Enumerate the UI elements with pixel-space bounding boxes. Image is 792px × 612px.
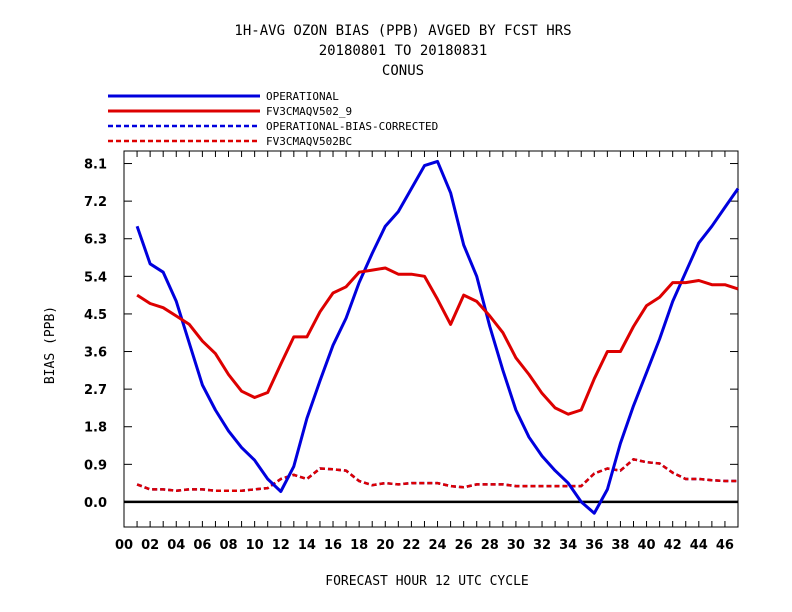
- y-axis: 0.0 0.9 1.8 2.7 3.6 4.5 5.4 6.3 7.2 8.1: [84, 158, 738, 511]
- y-tick-label: 3.6: [84, 346, 107, 361]
- y-tick-label: 7.2: [84, 195, 107, 210]
- y-tick-label: 4.5: [84, 308, 107, 323]
- x-tick-label: 24: [428, 538, 446, 553]
- x-tick-label: 22: [402, 538, 420, 553]
- y-tick-label: 0.9: [84, 458, 107, 473]
- series-line-fv3cmaqv502bc: [136, 458, 738, 492]
- chart-title-line-1: 1H-AVG OZON BIAS (PPB) AVGED BY FCST HRS: [234, 23, 571, 39]
- x-tick-label: 10: [246, 538, 264, 553]
- x-tick-label: 28: [481, 538, 499, 553]
- series-lines: [135, 159, 740, 515]
- y-tick-label: 6.3: [84, 233, 107, 248]
- series-line-operational: [135, 159, 740, 515]
- y-tick-label: 5.4: [84, 270, 107, 285]
- series-line-operational-bias-corrected: [136, 458, 738, 492]
- x-tick-label: 16: [324, 538, 342, 553]
- x-tick-label: 36: [585, 538, 603, 553]
- x-tick-label: 30: [507, 538, 525, 553]
- x-tick-label: 08: [219, 538, 237, 553]
- x-tick-label: 04: [167, 538, 185, 553]
- legend-label-1: OPERATIONAL: [266, 90, 339, 103]
- plot-frame: [123, 150, 739, 528]
- x-tick-label: 20: [376, 538, 394, 553]
- y-axis-label: BIAS (PPB): [43, 306, 58, 384]
- x-tick-label: 34: [559, 538, 577, 553]
- x-tick-label: 12: [272, 538, 290, 553]
- x-tick-label: 42: [664, 538, 682, 553]
- legend-label-2: FV3CMAQV502_9: [266, 105, 352, 118]
- chart-title-block: 1H-AVG OZON BIAS (PPB) AVGED BY FCST HRS…: [234, 23, 571, 79]
- series-line-fv3cmaqv502-9: [136, 266, 739, 416]
- x-tick-label: 14: [298, 538, 316, 553]
- legend: OPERATIONAL FV3CMAQV502_9 OPERATIONAL-BIAS…: [108, 90, 438, 148]
- y-tick-label: 0.0: [84, 496, 107, 511]
- legend-label-3: OPERATIONAL-BIAS-CORRECTED: [266, 120, 438, 133]
- y-tick-label: 2.7: [84, 383, 107, 398]
- x-axis: 00 02 04 06 08 10 12 14 16 18 20 22 24 26 28 30 32 34 36 38…: [115, 151, 739, 553]
- x-tick-label: 40: [638, 538, 656, 553]
- x-tick-label: 06: [193, 538, 211, 553]
- x-tick-label: 18: [350, 538, 368, 553]
- x-tick-label: 02: [141, 538, 159, 553]
- x-tick-label: 32: [533, 538, 551, 553]
- x-tick-label: 26: [455, 538, 473, 553]
- y-tick-label: 1.8: [84, 421, 107, 436]
- y-tick-label: 8.1: [84, 158, 107, 173]
- x-tick-label: 38: [611, 538, 629, 553]
- x-tick-label: 00: [115, 538, 133, 553]
- x-tick-label: 44: [690, 538, 708, 553]
- legend-label-4: FV3CMAQV502BC: [266, 135, 352, 148]
- x-axis-label: FORECAST HOUR 12 UTC CYCLE: [325, 574, 529, 589]
- x-tick-label: 46: [716, 538, 734, 553]
- chart-title-line-3: CONUS: [382, 63, 424, 79]
- chart-title-line-2: 20180801 TO 20180831: [319, 43, 488, 59]
